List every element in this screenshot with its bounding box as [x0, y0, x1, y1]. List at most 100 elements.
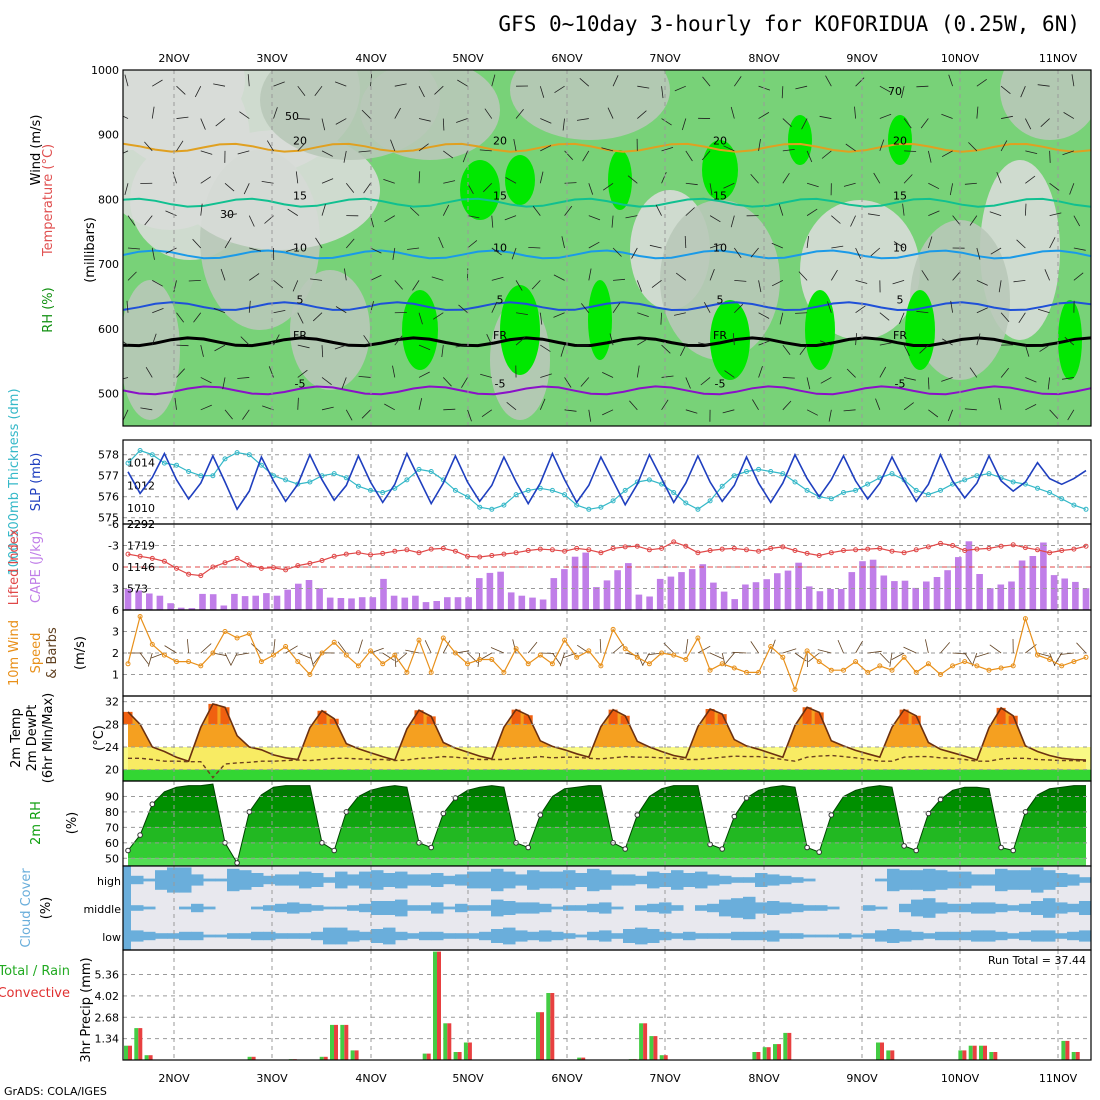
- wind-barb: [235, 652, 250, 656]
- cloud-bar: [671, 933, 684, 939]
- cloud-bar: [359, 871, 372, 889]
- wind-barb: [782, 344, 791, 355]
- lifted-index-point: [428, 546, 434, 552]
- isotherm-label: 10: [493, 241, 507, 254]
- wind-barb: [588, 183, 594, 195]
- cloud-bar: [1019, 870, 1032, 890]
- rh-moist-region: [905, 290, 935, 370]
- wind-speed-point: [768, 644, 774, 649]
- wind-barb: [176, 116, 189, 119]
- cloud-bar: [671, 905, 684, 911]
- cloud-bar: [299, 933, 312, 939]
- wind-barb: [1020, 86, 1026, 98]
- lifted-index-point: [416, 550, 422, 556]
- wind-barb: [462, 150, 468, 163]
- wind-speed-point: [477, 657, 483, 662]
- cloud-bar: [971, 930, 984, 942]
- axis-title-line: & Barbs: [45, 627, 60, 679]
- cloud-bar: [503, 927, 516, 945]
- wind-barb: [613, 278, 626, 281]
- wind-barb: [637, 110, 647, 119]
- cape-bar: [614, 570, 621, 610]
- cloud-bar: [143, 906, 156, 910]
- thickness-point: [1071, 502, 1077, 508]
- wind-barb: [709, 269, 715, 281]
- wind-speed-point: [756, 669, 762, 675]
- cloud-bar: [707, 933, 720, 939]
- lifted-index-point: [198, 573, 204, 579]
- wind-barb: [564, 205, 573, 216]
- precip-total-bar: [453, 1052, 458, 1060]
- wind-barb: [127, 215, 136, 226]
- y-tick-label: -3: [108, 540, 119, 553]
- precip-convective-bar: [437, 951, 441, 1060]
- wind-barb: [321, 178, 334, 184]
- cloud-bar: [407, 933, 420, 939]
- wind-barb: [806, 377, 811, 390]
- wind-barb: [200, 404, 212, 411]
- precip-convective-bar: [148, 1055, 153, 1060]
- wind-barb: [891, 652, 905, 660]
- y-tick-label: 1000: [91, 64, 119, 77]
- top-date-axis: 2NOV 3NOV 4NOV 5NOV 6NOV 7NOV 8NOV 9NOV 10NOV 11N…: [158, 52, 1077, 65]
- cloud-bar: [839, 933, 852, 939]
- cloud-bar: [743, 931, 756, 941]
- wind-barb: [734, 76, 742, 87]
- cloud-bar: [275, 933, 288, 939]
- thickness-point: [137, 448, 143, 453]
- cape-bar: [635, 594, 643, 610]
- isotherm-label: 5: [717, 293, 724, 306]
- wind-barb: [407, 247, 420, 250]
- wind-barb: [806, 652, 808, 668]
- thickness-point: [622, 487, 628, 493]
- cloud-bar: [563, 870, 576, 890]
- wind-barb: [345, 409, 353, 421]
- precip-total-bar: [783, 1032, 788, 1060]
- bottom-date-label: 10NOV: [941, 1072, 980, 1085]
- wind-barb: [599, 638, 602, 654]
- wind-barb: [1000, 140, 1008, 152]
- thickness-point: [889, 471, 895, 477]
- wind-barb: [344, 268, 347, 281]
- cape-bar: [912, 587, 919, 610]
- cape-bar: [273, 595, 281, 610]
- wind-speed-point: [1083, 654, 1089, 660]
- wind-barb: [609, 333, 614, 346]
- thickness-point: [962, 477, 968, 483]
- wind-barb: [479, 149, 492, 152]
- cape-bar: [827, 589, 834, 610]
- cloud-bar: [575, 934, 588, 938]
- wind-barb: [554, 85, 565, 94]
- wind-barb: [200, 150, 213, 155]
- wind-barb: [843, 182, 856, 187]
- wind-barb: [941, 113, 953, 119]
- lifted-index-point: [271, 565, 276, 571]
- isotherm-label: 20: [293, 135, 307, 148]
- wind-barb: [919, 344, 929, 354]
- cloud-bar: [371, 901, 384, 915]
- rh-line: [127, 783, 1086, 865]
- wind-barb: [976, 106, 979, 119]
- wind-barb: [390, 139, 396, 152]
- wind-barb: [358, 639, 363, 654]
- wind-barb: [724, 370, 735, 378]
- cape-bar: [1050, 575, 1058, 610]
- wind-barb: [273, 280, 284, 289]
- bottom-date-label: 7NOV: [649, 1072, 681, 1085]
- bottom-date-label: 4NOV: [355, 1072, 387, 1085]
- cloud-bar: [347, 874, 360, 886]
- y-tick-label: 1014: [127, 457, 155, 470]
- cloud-bar: [443, 906, 456, 910]
- wind-barb: [363, 335, 371, 346]
- wind-barb: [730, 215, 735, 228]
- cloud-bar: [335, 927, 348, 945]
- cloud-bar: [923, 933, 936, 939]
- cape-bar: [944, 570, 951, 610]
- wind-barb: [126, 300, 129, 313]
- cloud-bar: [503, 901, 516, 915]
- wind-barb: [151, 247, 155, 260]
- wind-speed-point: [962, 659, 968, 665]
- wind-barb: [576, 118, 589, 121]
- bottom-date-label: 9NOV: [846, 1072, 878, 1085]
- wind-speed-point: [731, 665, 737, 671]
